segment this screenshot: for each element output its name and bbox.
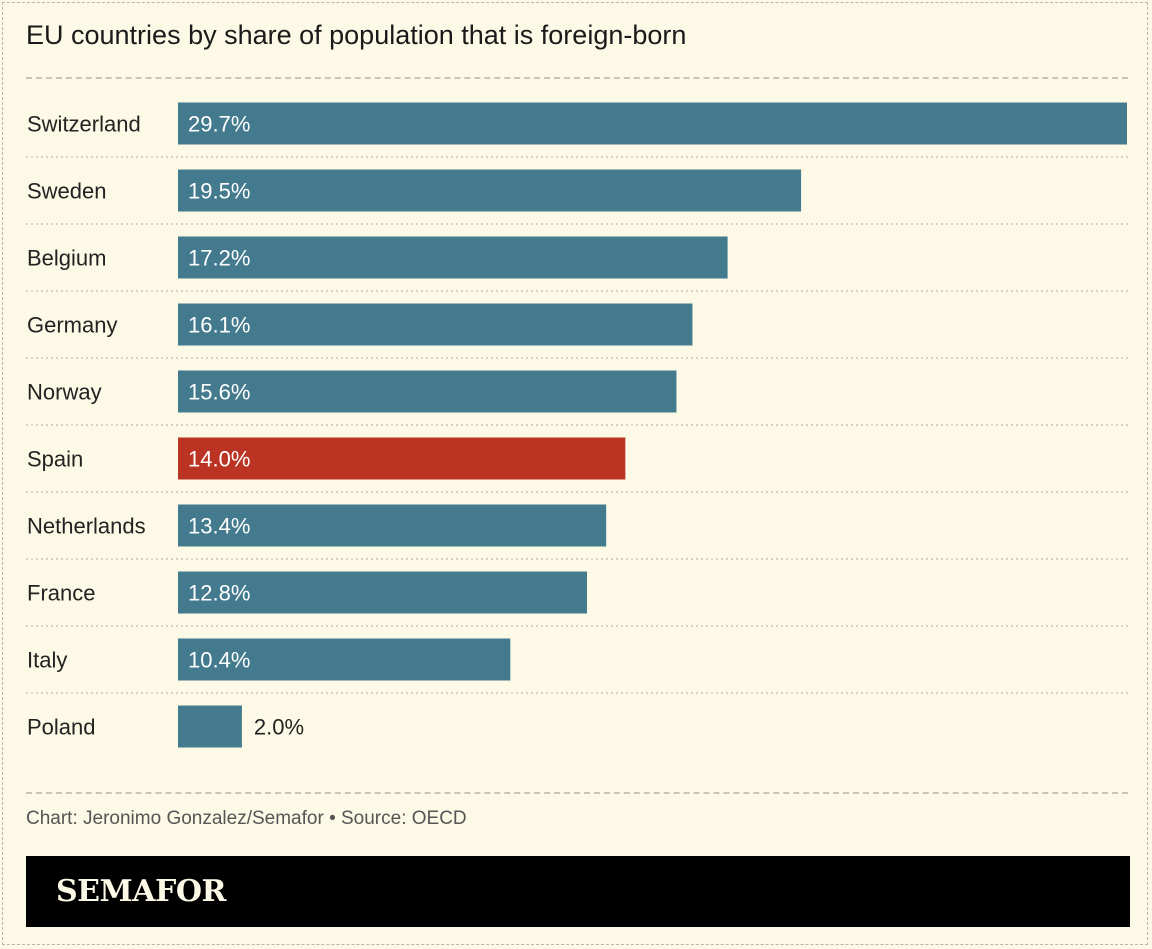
bar-france [178, 571, 587, 614]
category-label-netherlands: Netherlands [27, 514, 146, 539]
bar-belgium [178, 236, 728, 279]
bar-chart: Switzerland 29.7% Sweden 19.5% Belgium 17.2% G… [26, 102, 1128, 748]
value-label-sweden: 19.5% [188, 179, 250, 204]
value-label-belgium: 17.2% [188, 246, 250, 271]
category-label-france: France [27, 581, 95, 606]
bar-netherlands [178, 504, 607, 547]
bar-switzerland [178, 102, 1127, 145]
chart-title: EU countries by share of population that… [26, 20, 687, 50]
category-label-poland: Poland [27, 715, 96, 740]
semafor-logo: SEMAFOR [56, 874, 226, 909]
value-label-germany: 16.1% [188, 313, 250, 338]
bar-germany [178, 303, 693, 346]
bar-norway [178, 370, 677, 413]
value-label-switzerland: 29.7% [188, 112, 250, 137]
value-label-italy: 10.4% [188, 648, 250, 673]
value-label-netherlands: 13.4% [188, 514, 250, 539]
footer-separator [26, 792, 1128, 794]
source-credit: Chart: Jeronimo Gonzalez/Semafor • Sourc… [26, 808, 467, 829]
category-label-spain: Spain [27, 447, 83, 472]
bar-italy [178, 638, 511, 681]
bar-spain [178, 437, 626, 480]
category-label-sweden: Sweden [27, 179, 107, 204]
category-label-norway: Norway [27, 380, 102, 405]
value-label-norway: 15.6% [188, 380, 250, 405]
value-label-spain: 14.0% [188, 447, 250, 472]
value-label-france: 12.8% [188, 581, 250, 606]
value-label-poland: 2.0% [254, 715, 304, 740]
category-label-switzerland: Switzerland [27, 112, 141, 137]
category-label-belgium: Belgium [27, 246, 106, 271]
bar-sweden [178, 169, 802, 212]
category-label-italy: Italy [27, 648, 67, 673]
title-separator [26, 77, 1128, 79]
category-label-germany: Germany [27, 313, 117, 338]
bar-poland [178, 705, 242, 748]
brand-bar: SEMAFOR [26, 856, 1130, 927]
